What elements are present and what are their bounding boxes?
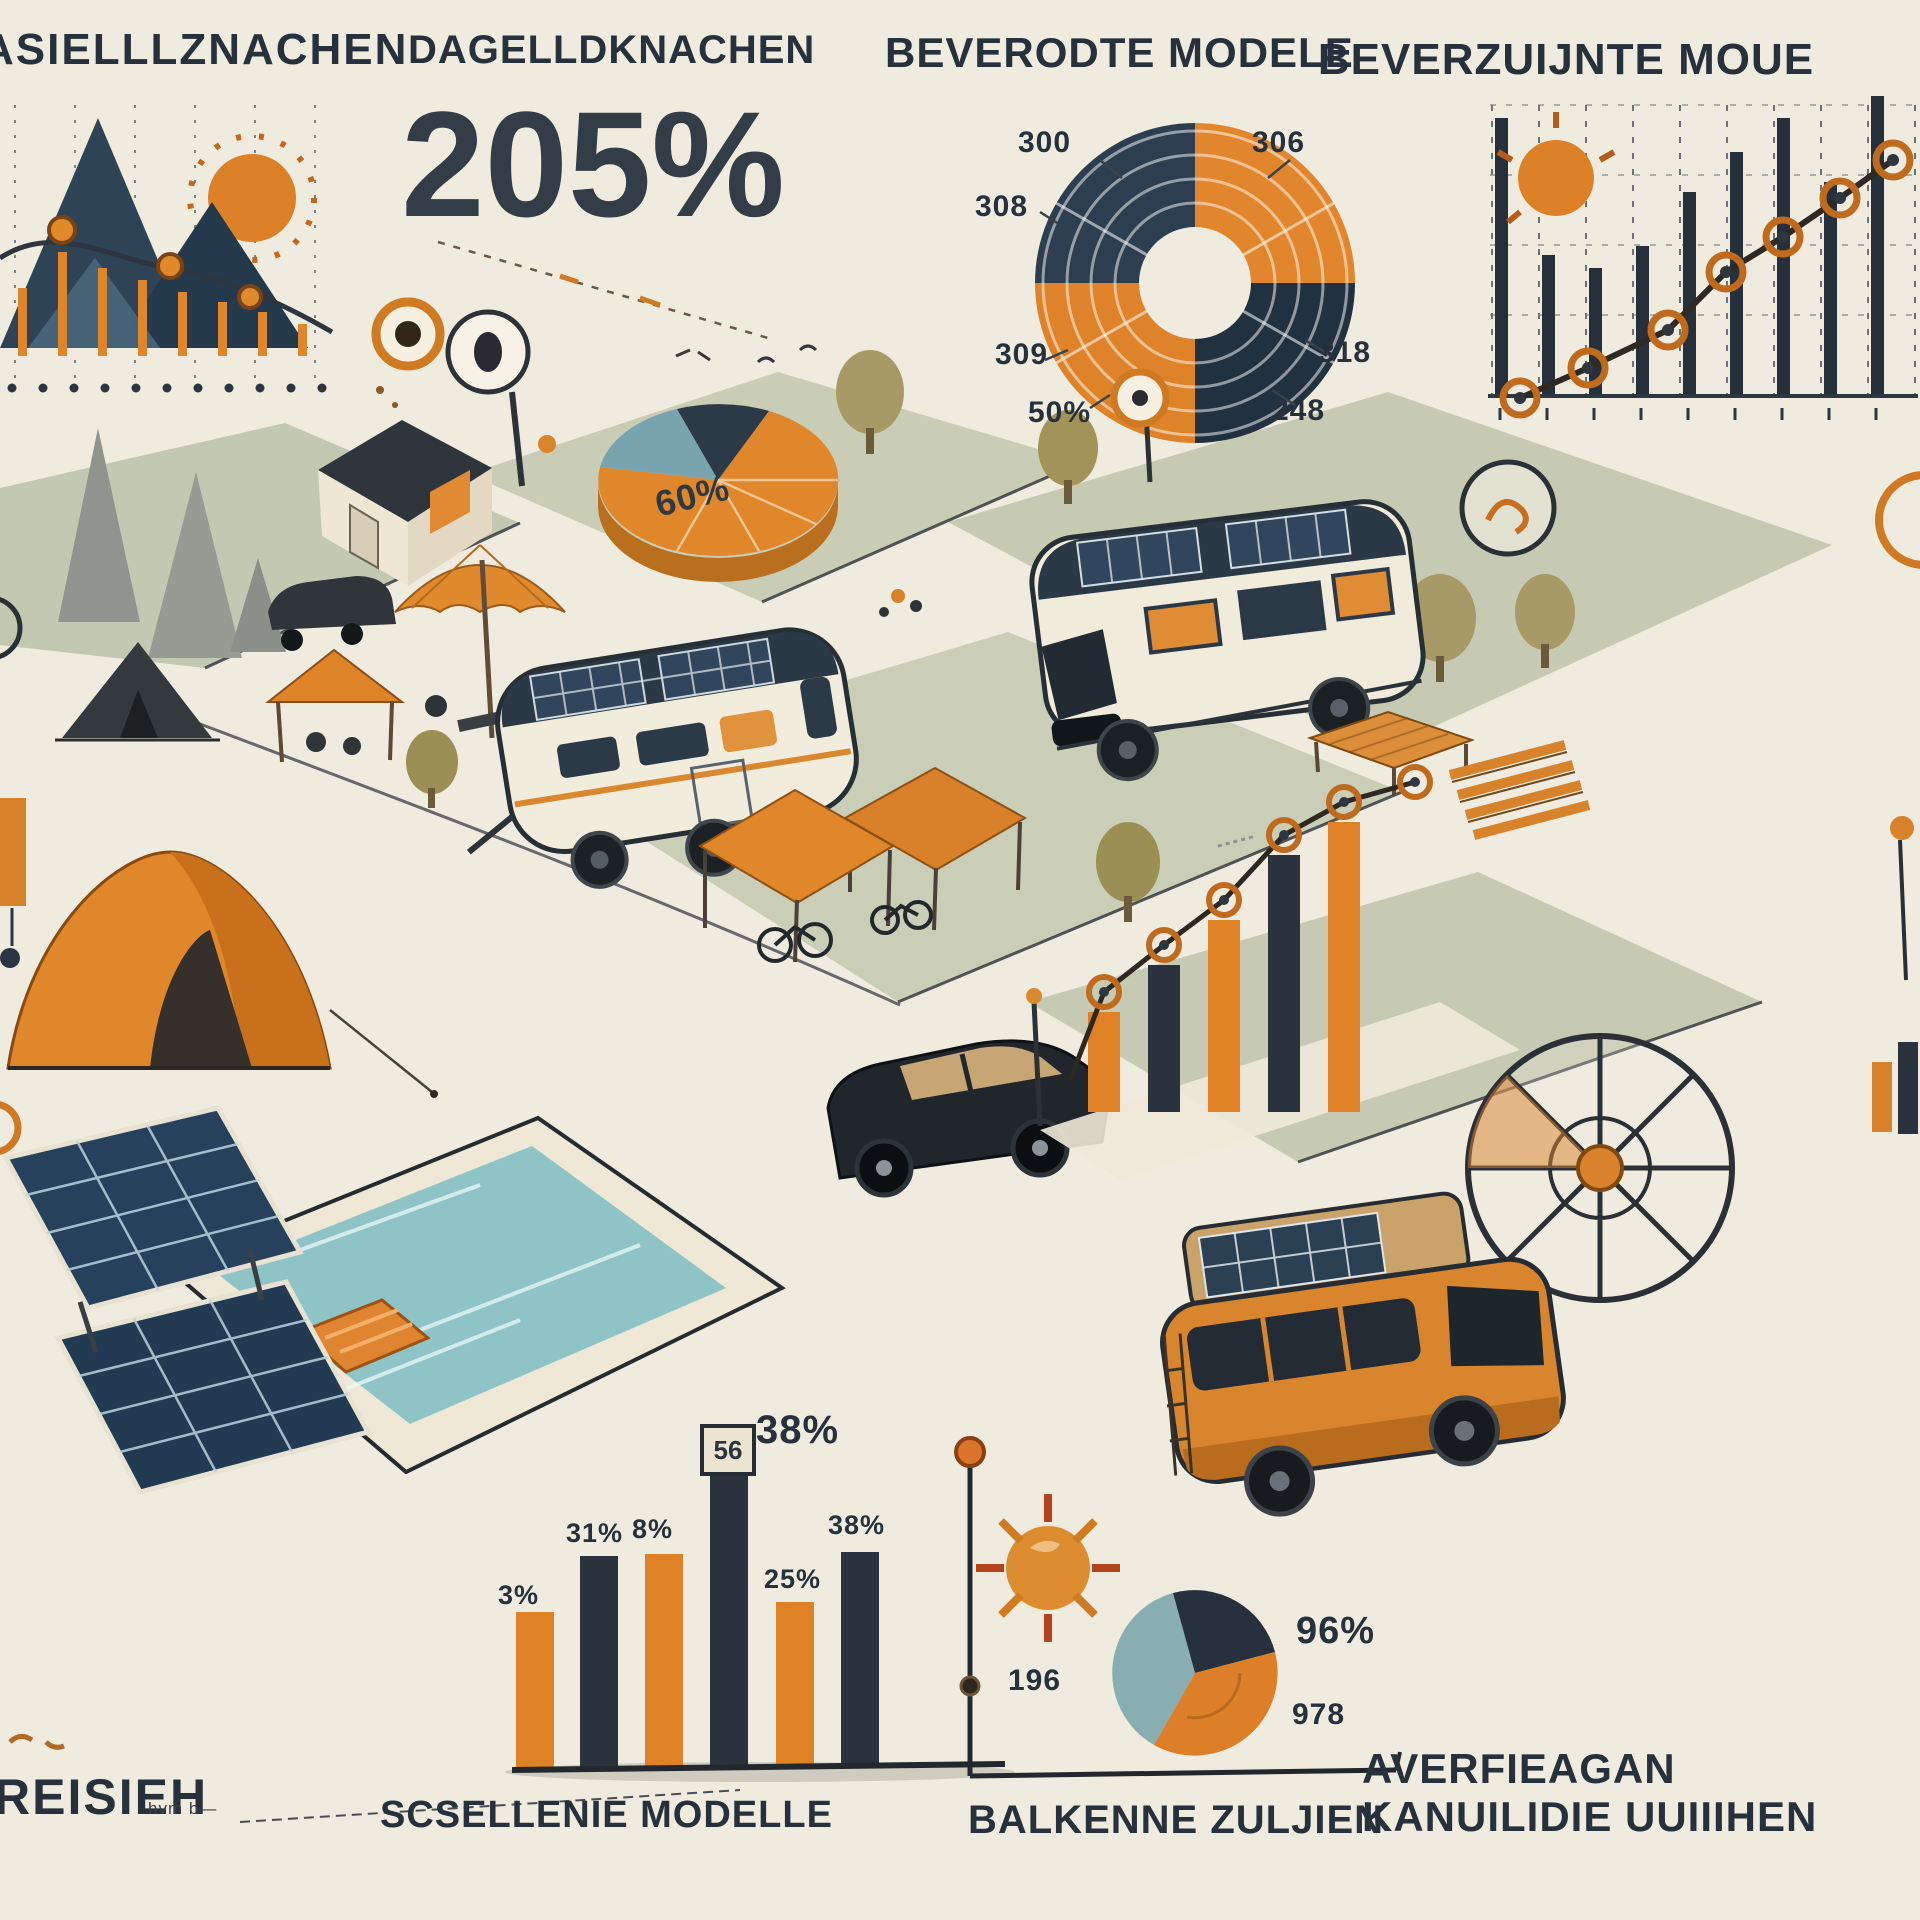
caption-bottom-right-2: KANUILIDIE UUIIIHEN — [1362, 1793, 1818, 1840]
sun-icon — [976, 1494, 1120, 1642]
left-car — [268, 576, 396, 651]
orange-dome-tent — [6, 850, 438, 1098]
panel2-decor — [371, 240, 769, 453]
pie2-label-right-top: 96% — [1296, 1610, 1376, 1652]
bench-rows — [1448, 740, 1591, 840]
canopy-pavilions — [698, 766, 1028, 963]
scene-bar-chart — [1026, 764, 1520, 1180]
donut-label-left-top: 300 — [1018, 126, 1072, 159]
caption-bottom-left-small: hvm b— — [148, 1799, 218, 1818]
panel3-title: BEVERODTE MODELE — [885, 29, 1354, 76]
motorhome — [1029, 499, 1426, 782]
panel1-area-chart — [0, 105, 334, 393]
line-markers — [1499, 139, 1914, 419]
camper-van — [1160, 1191, 1566, 1517]
bar-badge — [700, 1424, 756, 1476]
small-dark-tent — [55, 642, 220, 742]
donut-label-right-top: 306 — [1252, 126, 1306, 159]
bottom-axis-sun-pie — [954, 1436, 1402, 1779]
bar-label-3: 38% — [756, 1408, 840, 1452]
bar-badge-label: 56 — [713, 1434, 743, 1465]
caravan-trailer — [466, 627, 859, 889]
caption-pie-chart: BALKENNE ZULJIEN — [968, 1798, 1385, 1842]
cabin — [318, 420, 492, 586]
donut-label-left-mid: 308 — [975, 190, 1029, 223]
bicycles — [757, 900, 933, 963]
pie2-label-right-bottom: 978 — [1292, 1698, 1346, 1731]
caption-bottom-left: REISIEH — [0, 1769, 209, 1825]
big-percent-stat: 205% — [401, 80, 785, 248]
signpost — [445, 309, 531, 487]
scene-scribbles — [8, 344, 1257, 1823]
panel1-title: ASIELLLZNACHEN — [0, 25, 409, 74]
bar-label-1: 31% — [566, 1518, 624, 1548]
pie2-label-left: 196 — [1008, 1664, 1062, 1697]
sun-icon — [187, 133, 317, 263]
left-orange-canopy — [265, 648, 405, 763]
donut-label-right-low: 248 — [1272, 394, 1326, 427]
sun-icon — [1518, 140, 1594, 216]
bar-label-2: 8% — [632, 1514, 674, 1544]
bar-label-5: 38% — [828, 1510, 886, 1540]
picnic-table — [1306, 710, 1476, 796]
compass-wheel — [1465, 1033, 1735, 1303]
black-sedan — [826, 1039, 1110, 1198]
caption-bottom-right-1: AVERFIEAGAN — [1362, 1745, 1676, 1792]
panel4-title: BEVERZUIJNTE MOUE — [1317, 35, 1815, 84]
bottom-bar-chart — [505, 1430, 1015, 1782]
panel4-line-chart — [1488, 96, 1918, 420]
donut-label-left-low: 309 — [995, 338, 1049, 371]
beach-umbrella — [394, 544, 566, 739]
edge-decor-left — [0, 597, 26, 1155]
edge-decor-right — [1459, 459, 1920, 1134]
donut-label-bottom: 50% — [1028, 396, 1092, 429]
donut-label-right-mid: 318 — [1318, 336, 1372, 369]
round-trees — [406, 350, 1575, 922]
bottom-pie-chart — [1112, 1590, 1278, 1756]
caption-bar-chart: SCSELLENIE MODELLE — [380, 1794, 833, 1836]
bar-label-0: 3% — [498, 1580, 540, 1610]
scene-pie-3d — [598, 404, 839, 582]
bar-label-4: 25% — [764, 1564, 822, 1594]
solar-panels — [2, 1105, 372, 1495]
donut-chart — [1035, 123, 1355, 443]
panel2-title: DAGELLDKNACHEN — [408, 28, 816, 72]
